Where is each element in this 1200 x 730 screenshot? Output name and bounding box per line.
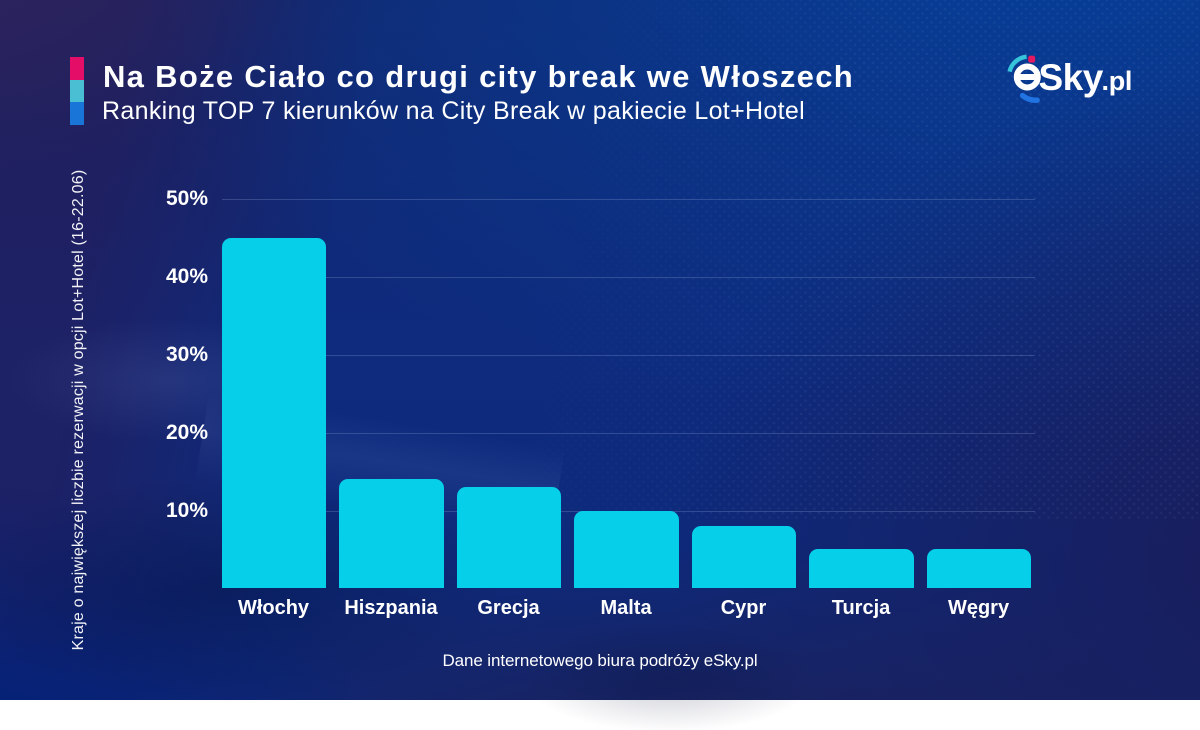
svg-text:.pl: .pl <box>1102 66 1133 96</box>
svg-text:Sky: Sky <box>1039 57 1104 98</box>
